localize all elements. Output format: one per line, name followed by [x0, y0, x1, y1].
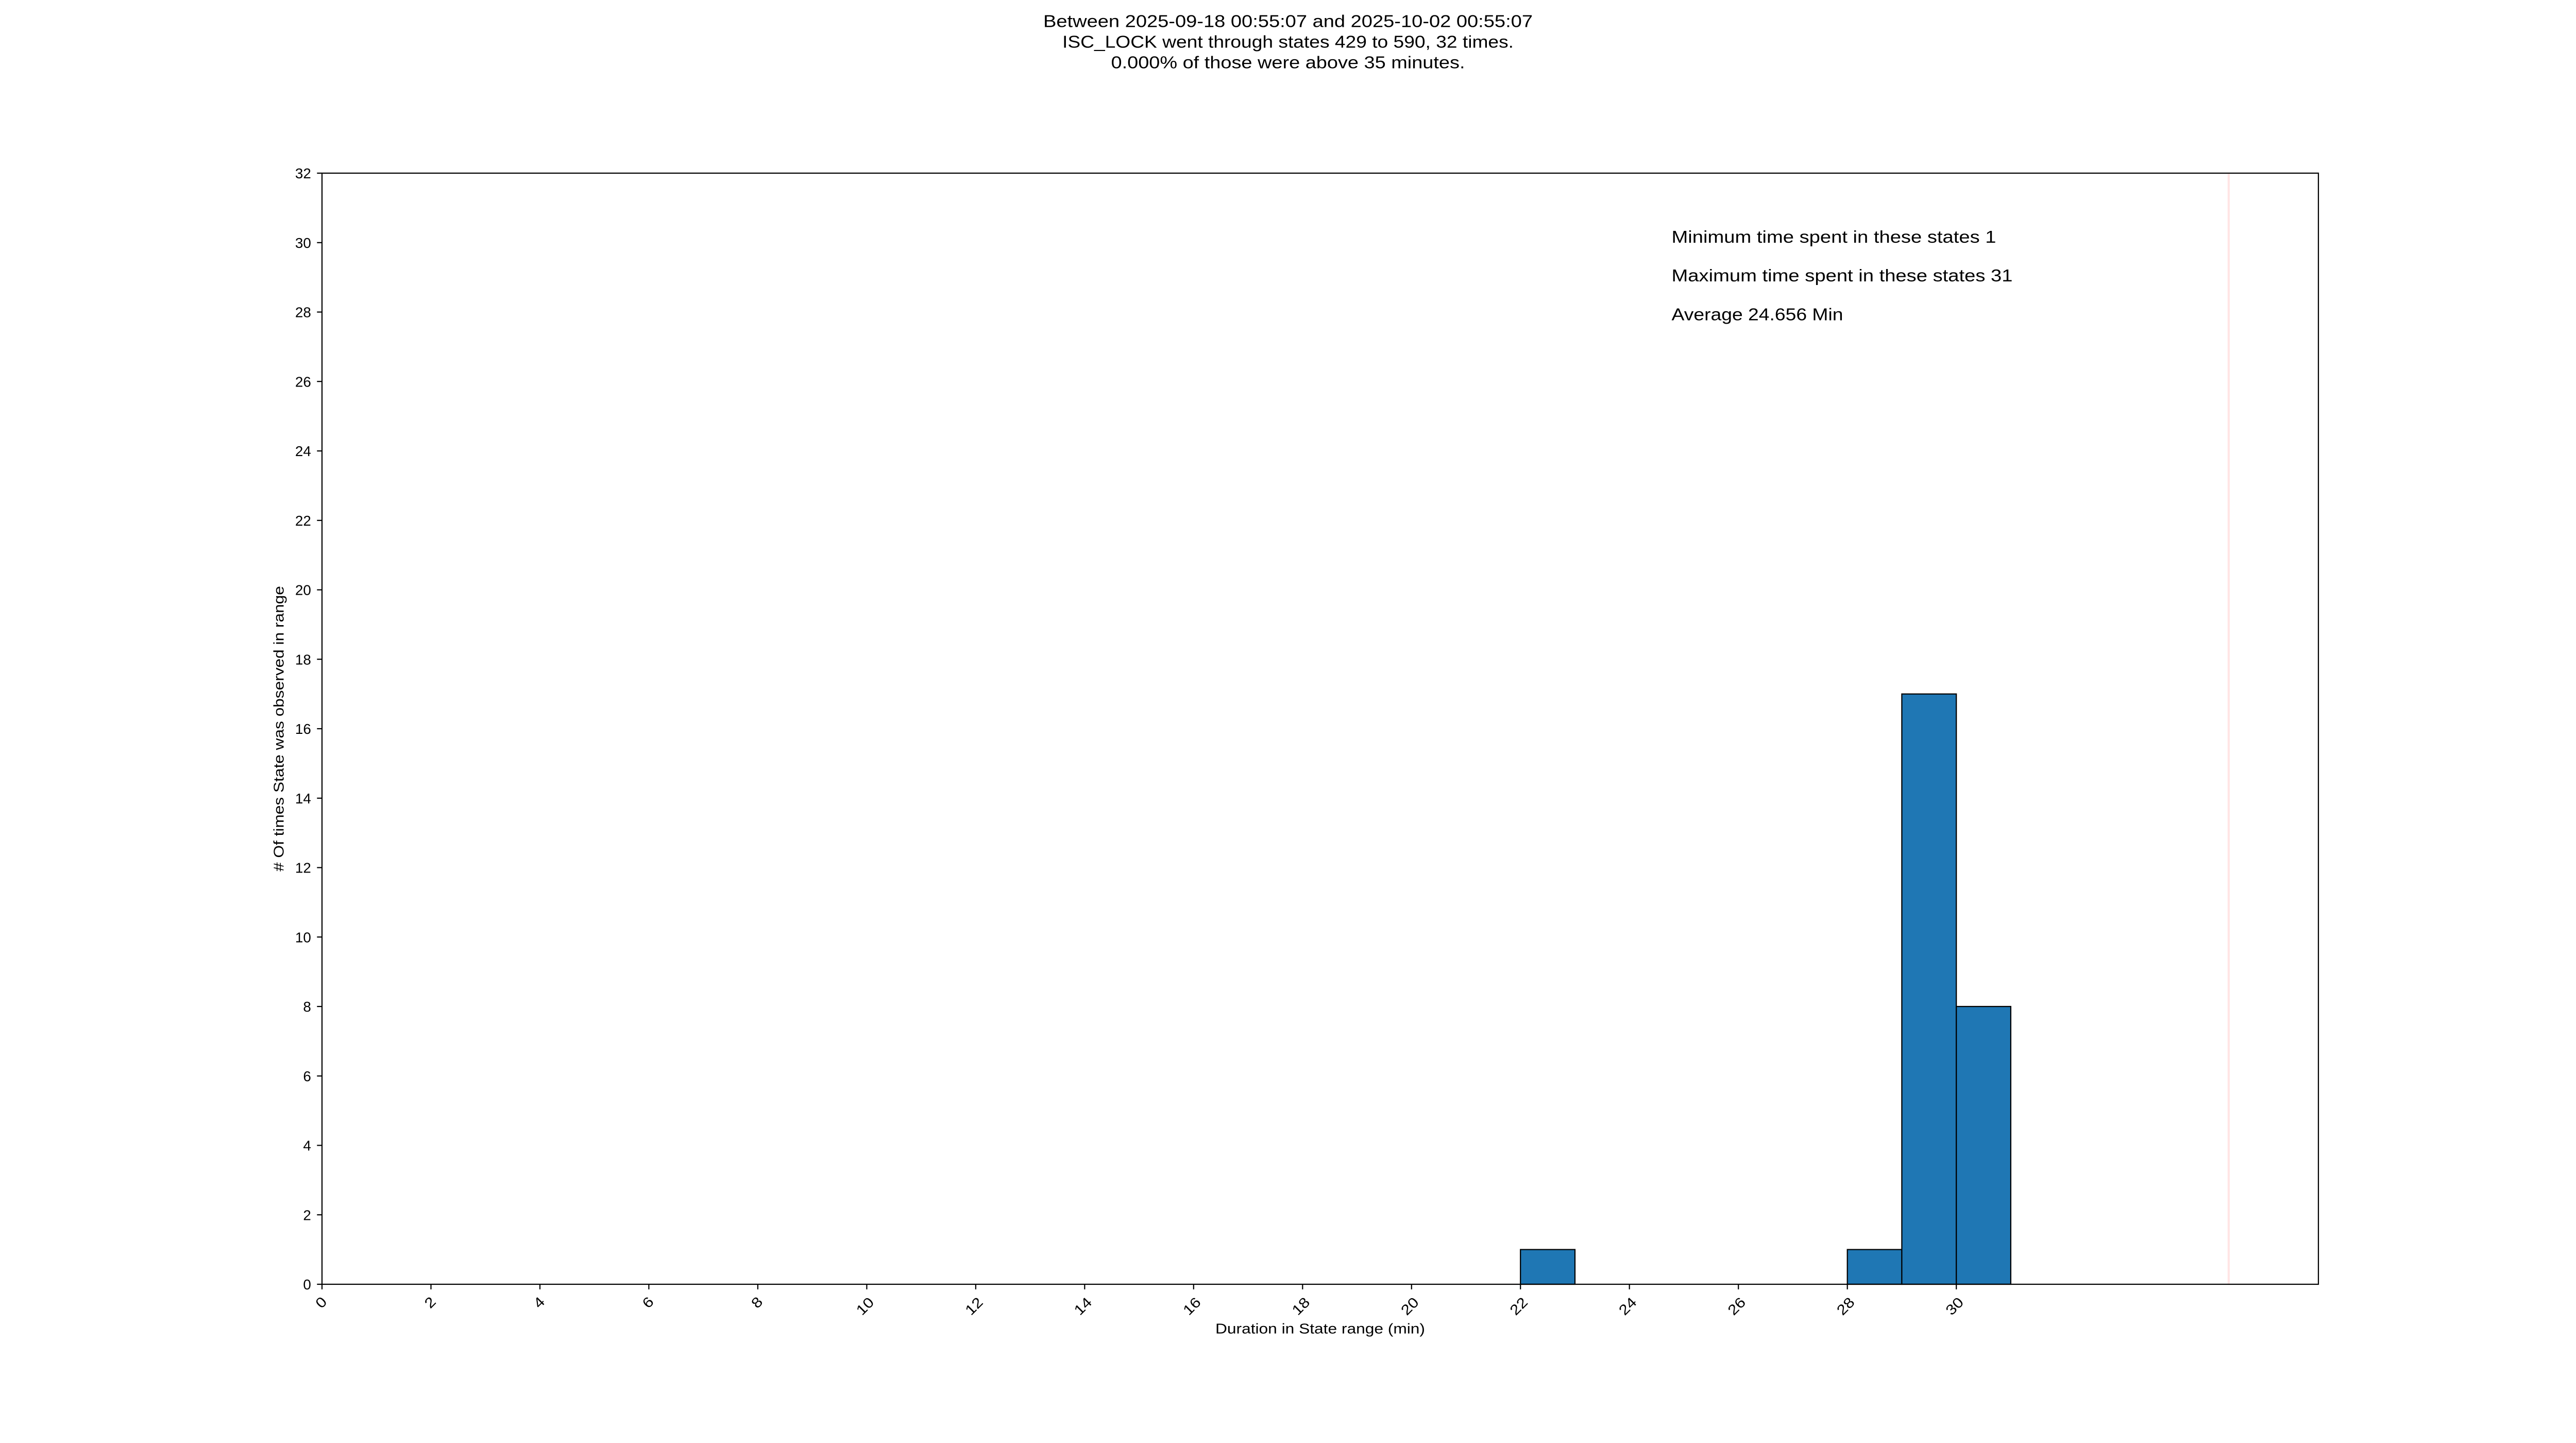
svg-text:14: 14	[1071, 1294, 1095, 1318]
svg-text:Between 2025-09-18 00:55:07 an: Between 2025-09-18 00:55:07 and 2025-10-…	[1043, 12, 1533, 31]
svg-text:2: 2	[421, 1294, 439, 1311]
svg-text:24: 24	[1616, 1294, 1640, 1318]
svg-text:30: 30	[1942, 1294, 1967, 1318]
svg-text:0: 0	[312, 1294, 330, 1311]
svg-text:26: 26	[295, 374, 311, 390]
svg-text:10: 10	[853, 1294, 877, 1318]
svg-text:# Of times State was observed: # Of times State was observed in range	[271, 586, 287, 871]
svg-text:22: 22	[295, 513, 311, 529]
svg-text:16: 16	[1180, 1294, 1204, 1318]
svg-text:14: 14	[295, 791, 311, 807]
svg-text:24: 24	[295, 443, 311, 459]
svg-text:Duration in State range (min): Duration in State range (min)	[1215, 1320, 1425, 1336]
svg-text:ISC_LOCK went through states 4: ISC_LOCK went through states 429 to 590,…	[1062, 32, 1514, 52]
svg-text:12: 12	[962, 1294, 986, 1318]
svg-text:18: 18	[295, 651, 311, 667]
svg-text:20: 20	[295, 582, 311, 598]
svg-text:0: 0	[303, 1277, 311, 1293]
svg-text:20: 20	[1398, 1294, 1422, 1318]
svg-text:18: 18	[1289, 1294, 1313, 1318]
svg-text:0.000% of those were above 35: 0.000% of those were above 35 minutes.	[1111, 53, 1465, 72]
svg-text:8: 8	[303, 999, 311, 1015]
svg-text:26: 26	[1724, 1294, 1749, 1318]
svg-text:6: 6	[639, 1294, 656, 1311]
svg-text:28: 28	[1834, 1294, 1858, 1318]
svg-text:8: 8	[748, 1294, 766, 1311]
svg-text:6: 6	[303, 1068, 311, 1084]
svg-text:Minimum time spent in these st: Minimum time spent in these states 1	[1672, 228, 1996, 247]
svg-text:Maximum time spent in these st: Maximum time spent in these states 31	[1672, 266, 2013, 286]
svg-text:4: 4	[303, 1138, 311, 1154]
svg-text:Average 24.656 Min: Average 24.656 Min	[1672, 306, 1843, 325]
svg-text:4: 4	[530, 1294, 548, 1311]
svg-text:2: 2	[303, 1207, 311, 1223]
svg-text:10: 10	[295, 929, 311, 945]
svg-text:12: 12	[295, 860, 311, 876]
svg-text:22: 22	[1506, 1294, 1531, 1318]
svg-text:16: 16	[295, 721, 311, 737]
svg-text:30: 30	[295, 235, 311, 251]
svg-text:28: 28	[295, 305, 311, 321]
svg-text:32: 32	[295, 165, 311, 181]
